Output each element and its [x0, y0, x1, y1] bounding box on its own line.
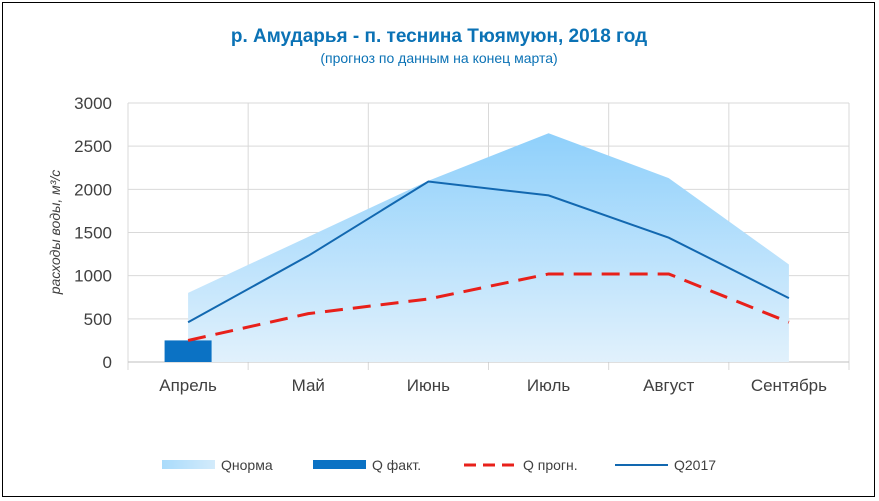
- x-tick-label-4: Август: [643, 376, 694, 395]
- legend-item-qprogn: Q прогн.: [464, 457, 578, 473]
- series-qfact-bars: [164, 340, 212, 362]
- y-tick-label-6: 3000: [74, 94, 112, 113]
- chart-title: р. Амударья - п. теснина Тюямуюн, 2018 г…: [231, 26, 647, 47]
- x-tick-label-3: Июль: [527, 376, 571, 395]
- x-axis-ticks: Апрель Май Июнь Июль Август Сентябрь: [159, 376, 827, 395]
- series-lines: [187, 180, 790, 342]
- area-qnorma: [188, 133, 789, 362]
- line-q2017: [187, 180, 790, 324]
- x-tick-label-5: Сентябрь: [751, 376, 827, 395]
- bar-qfact-0: [164, 340, 212, 362]
- y-tick-label-1: 500: [84, 310, 112, 329]
- y-axis-ticks: 0 500 1000 1500 2000 2500 3000: [74, 94, 112, 372]
- y-tick-label-3: 1500: [74, 224, 112, 243]
- legend-label-qprogn: Q прогн.: [523, 457, 578, 473]
- legend-swatch-qnorma: [162, 460, 215, 469]
- legend-item-qfact: Q факт.: [313, 457, 421, 473]
- y-axis-label: расходы воды, м³/с: [47, 170, 63, 296]
- legend-item-q2017: Q2017: [615, 457, 716, 473]
- legend-swatch-qfact: [313, 460, 366, 469]
- legend-label-q2017: Q2017: [674, 457, 716, 473]
- legend-item-qnorma: Qнорма: [162, 457, 273, 473]
- y-tick-label-5: 2500: [74, 137, 112, 156]
- series-qnorma-area: [188, 133, 789, 362]
- line-qprogn: [187, 272, 790, 342]
- y-tick-label-4: 2000: [74, 180, 112, 199]
- chart-subtitle: (прогноз по данным на конец марта): [320, 50, 557, 66]
- x-tick-label-0: Апрель: [159, 376, 217, 395]
- y-tick-label-2: 1000: [74, 267, 112, 286]
- x-tick-label-1: Май: [292, 376, 325, 395]
- legend: Qнорма Q факт. Q прогн. Q2017: [162, 457, 716, 473]
- legend-label-qnorma: Qнорма: [221, 457, 273, 473]
- x-tick-label-2: Июнь: [407, 376, 450, 395]
- y-tick-label-0: 0: [103, 353, 112, 372]
- legend-label-qfact: Q факт.: [372, 457, 421, 473]
